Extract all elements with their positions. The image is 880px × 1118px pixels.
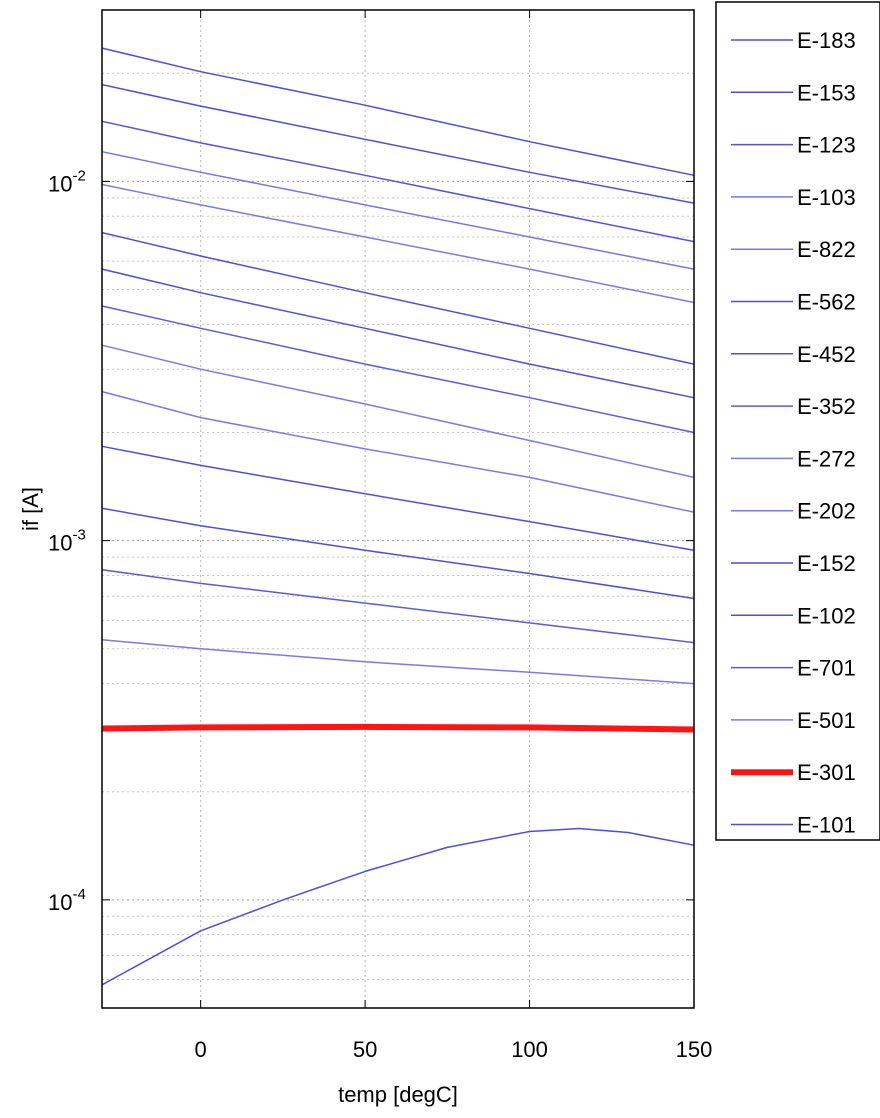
x-tick-label: 150 [676,1037,713,1062]
y-tick-label: 10-3 [48,527,86,556]
legend-label: E-701 [797,656,856,681]
series-line-e-501 [101,638,695,685]
legend-label: E-202 [797,499,856,524]
series-lines [101,47,695,986]
legend-label: E-452 [797,342,856,367]
series-line-e-101 [101,827,695,986]
series-line-e-152 [101,445,695,552]
legend-label: E-301 [797,760,856,785]
legend-label: E-153 [797,80,856,105]
series-line-e-301 [101,723,695,733]
y-tick-label: 10-2 [48,167,86,196]
legend-label: E-352 [797,394,856,419]
x-tick-label: 100 [511,1037,548,1062]
series-line-e-562 [101,231,695,365]
series-line-e-123 [101,120,695,243]
series-line-e-102 [101,507,695,600]
plot-frame [101,9,695,1009]
legend-label: E-101 [797,813,856,838]
series-line-e-822 [101,183,695,304]
legend-label: E-562 [797,290,856,315]
legend-label: E-103 [797,185,856,210]
plot-background [102,10,694,1008]
legend-label: E-183 [797,28,856,53]
legend-label: E-152 [797,551,856,576]
series-line-e-202 [101,390,695,513]
series-line-e-183 [101,47,695,177]
legend: E-183 E-153 E-123 E-103 E-822 E-562 E-452 E-352… [715,1,880,841]
x-tick-label: 0 [195,1037,207,1062]
legend-label: E-272 [797,446,856,471]
legend-label: E-102 [797,603,856,628]
legend-label: E-501 [797,708,856,733]
series-line-e-701 [101,568,695,644]
series-line-e-153 [101,83,695,204]
ticks: 0 50 100 150 10-4 10-3 10-2 [48,10,712,1062]
x-axis-label: temp [degC] [338,1082,458,1107]
series-line-e-452 [101,268,695,399]
x-tick-label: 50 [353,1037,377,1062]
y-axis-label: if [A] [18,487,43,531]
legend-box [715,1,880,841]
y-tick-label: 10-4 [48,886,86,915]
series-line-e-103 [101,150,695,270]
legend-label: E-123 [797,133,856,158]
series-line-e-352 [101,305,695,434]
legend-label: E-822 [797,237,856,262]
series-line-e-272 [101,344,695,479]
